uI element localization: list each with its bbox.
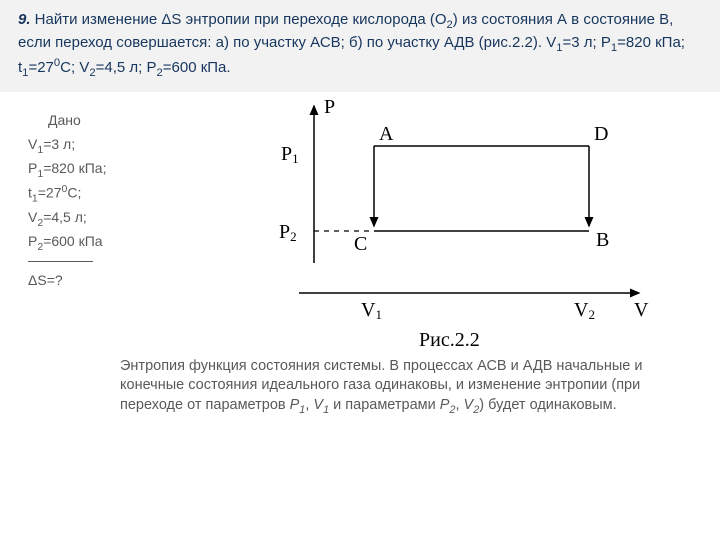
given-t1: t1=270С; — [28, 182, 178, 207]
divider — [28, 261, 93, 262]
svg-text:V2: V2 — [574, 299, 595, 322]
svg-text:V1: V1 — [361, 299, 382, 322]
axis-p-label: P — [324, 98, 335, 118]
given-p2: Р2=600 кПа — [28, 231, 178, 255]
explanation-text: Энтропия функция состояния системы. В пр… — [0, 353, 720, 418]
given-title: Дано — [28, 110, 178, 134]
point-a: A — [379, 123, 394, 145]
problem-text-part1: Найти изменение ΔS энтропии при переходе… — [31, 11, 447, 28]
figure-caption: Рис.2.2 — [419, 329, 480, 351]
svg-text:P1: P1 — [281, 143, 299, 166]
axis-v-label: V — [634, 299, 649, 321]
given-block: Дано V1=3 л; Р1=820 кПа; t1=270С; V2=4,5… — [0, 92, 178, 353]
point-b: B — [596, 229, 609, 251]
given-v2: V2=4,5 л; — [28, 207, 178, 231]
problem-number: 9. — [18, 11, 31, 28]
svg-text:P2: P2 — [279, 221, 297, 244]
problem-statement: 9. Найти изменение ΔS энтропии при перех… — [0, 0, 720, 92]
point-d: D — [594, 123, 608, 145]
pv-diagram: P V P1 P2 V1 V2 A D C — [178, 92, 720, 353]
given-find: ΔS=? — [28, 270, 178, 290]
given-p1: Р1=820 кПа; — [28, 158, 178, 182]
given-v1: V1=3 л; — [28, 134, 178, 158]
point-c: C — [354, 233, 367, 255]
